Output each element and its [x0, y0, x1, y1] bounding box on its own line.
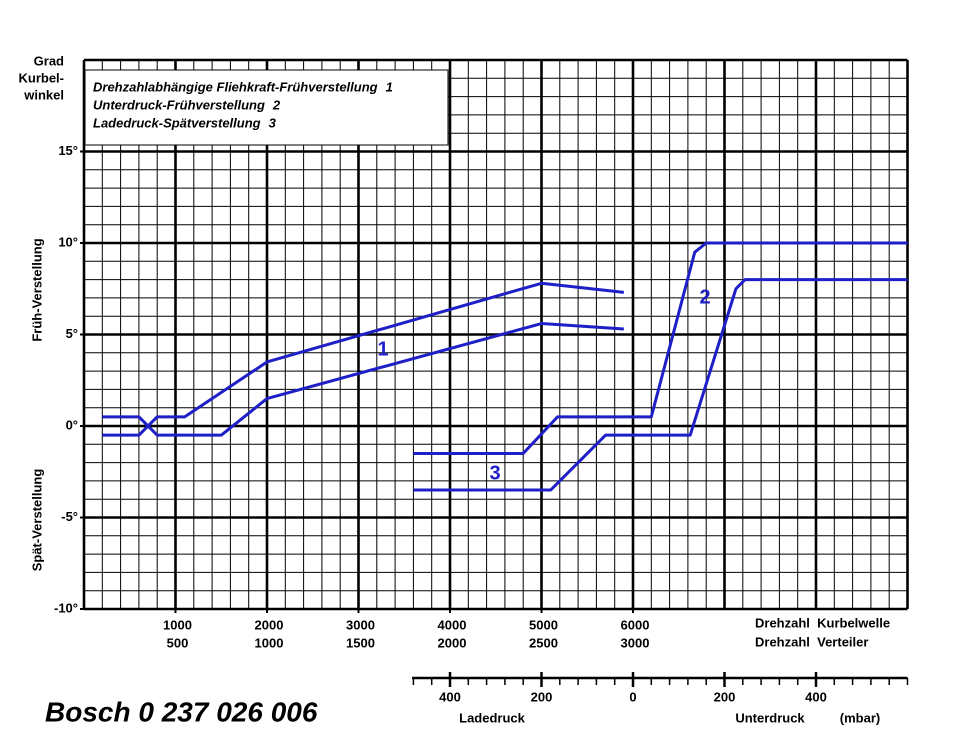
x2-tick-label: 400: [805, 689, 827, 704]
x2-tick-label: 200: [714, 689, 736, 704]
x-tick-label: 6000: [621, 617, 650, 632]
curve-label: 3: [489, 462, 500, 484]
y-unit-label: winkel: [23, 87, 64, 102]
distributor-tick-label: 3000: [621, 635, 650, 650]
distributor-tick-label: 2500: [529, 635, 558, 650]
y-tick-label: -5°: [61, 509, 78, 524]
y-tick-label: 10°: [58, 234, 78, 249]
chart-title: Bosch 0 237 026 006: [45, 696, 318, 727]
curve: [102, 281, 625, 437]
legend-box: [84, 69, 449, 146]
curve: [413, 241, 908, 455]
legend-label: Drehzahlabhängige Fliehkraft-Frühverstel…: [93, 79, 378, 94]
curve-label: 1: [377, 338, 388, 360]
y-axis-label: Früh-Verstellung: [29, 238, 44, 341]
y-tick-label: 0°: [66, 417, 78, 432]
legend-number: 1: [386, 79, 393, 94]
x2-axis-label: Ladedruck: [459, 710, 526, 725]
distributor-tick-label: 2000: [438, 635, 467, 650]
y-unit-label: Grad: [34, 53, 64, 68]
curve: [413, 278, 908, 492]
y-axis-label: Spät-Verstellung: [29, 469, 44, 572]
legend-number: 3: [269, 115, 277, 130]
x-tick-label: 2000: [255, 617, 284, 632]
legend-number: 2: [272, 97, 281, 112]
x2-tick-label: 200: [531, 689, 553, 704]
legend-label: Unterdruck-Frühverstellung: [93, 97, 265, 112]
y-unit-label: Kurbel-: [19, 70, 65, 85]
y-tick-label: 15°: [58, 143, 78, 158]
distributor-tick-label: 1500: [346, 635, 375, 650]
x-tick-label: 5000: [529, 617, 558, 632]
curve: [102, 322, 624, 437]
y-tick-label: 5°: [66, 326, 78, 341]
x-tick-label: 3000: [346, 617, 375, 632]
x-tick-label: 1000: [163, 617, 192, 632]
x2-axis-label: Unterdruck: [735, 710, 805, 725]
curve-label: 2: [699, 286, 710, 308]
x2-tick-label: 400: [439, 689, 461, 704]
x-axis-label: Drehzahl Verteiler: [755, 634, 868, 649]
y-tick-label: -10°: [54, 600, 78, 615]
distributor-tick-label: 500: [167, 635, 189, 650]
legend-label: Ladedruck-Spätverstellung: [93, 115, 261, 130]
x2-tick-label: 0: [629, 689, 636, 704]
distributor-tick-label: 1000: [255, 635, 284, 650]
x-axis-label: Drehzahl Kurbelwelle: [755, 615, 890, 630]
x-tick-label: 4000: [438, 617, 467, 632]
x2-unit: (mbar): [840, 710, 880, 725]
